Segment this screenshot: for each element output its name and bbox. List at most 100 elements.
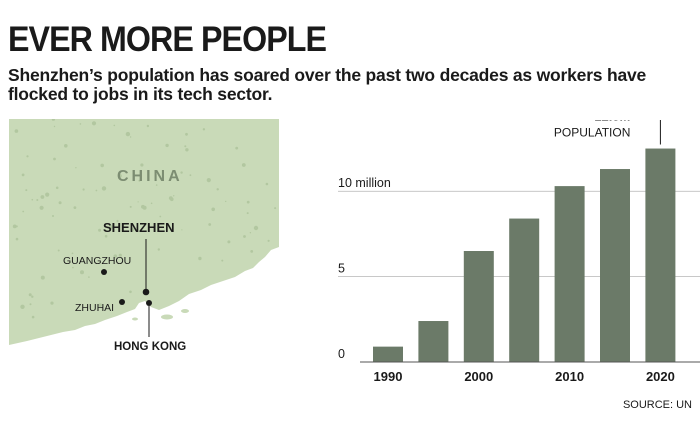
terrain-speck <box>31 295 34 298</box>
terrain-speck <box>138 179 141 182</box>
bar-2000 <box>463 251 494 362</box>
terrain-speck <box>15 237 19 241</box>
terrain-speck <box>25 189 28 192</box>
terrain-speck <box>267 239 270 242</box>
city-label-zhuhai: ZHUHAI <box>75 302 114 314</box>
terrain-speck <box>137 201 139 203</box>
terrain-speck <box>20 304 25 309</box>
terrain-speck <box>79 123 82 125</box>
terrain-speck <box>243 235 246 238</box>
terrain-speck <box>235 146 239 150</box>
bar-1995 <box>418 321 449 362</box>
terrain-speck <box>53 125 56 128</box>
terrain-speck <box>45 192 50 197</box>
terrain-speck <box>100 163 104 168</box>
terrain-speck <box>249 232 252 234</box>
terrain-speck <box>129 290 132 294</box>
terrain-speck <box>185 148 189 152</box>
terrain-speck <box>57 249 60 252</box>
terrain-speck <box>241 163 246 167</box>
terrain-speck <box>130 227 135 232</box>
terrain-speck <box>50 301 54 305</box>
y-tick-label: 5 <box>338 262 345 276</box>
terrain-speck <box>173 195 175 197</box>
terrain-speck <box>21 173 25 177</box>
terrain-speck <box>80 309 82 311</box>
terrain-speck <box>216 188 219 191</box>
terrain-speck <box>104 234 108 238</box>
bar-2015 <box>600 169 630 362</box>
terrain-speck <box>189 174 192 177</box>
chart-title: EVER MORE PEOPLE <box>8 20 327 59</box>
city-label-hong-kong-text: HONG KONG <box>114 341 187 353</box>
terrain-speck <box>221 259 224 262</box>
terrain-speck <box>113 124 116 127</box>
terrain-speck <box>150 202 153 205</box>
terrain-speck <box>180 171 183 174</box>
terrain-speck <box>225 200 227 203</box>
terrain-speck <box>58 201 62 205</box>
x-tick-label: 2010 <box>555 369 584 384</box>
terrain-speck <box>246 212 249 215</box>
terrain-speck <box>31 198 34 201</box>
terrain-speck <box>101 186 107 191</box>
terrain-speck <box>52 215 54 217</box>
bar-1990 <box>373 346 403 362</box>
terrain-speck <box>40 195 45 199</box>
terrain-speck <box>88 276 90 278</box>
y-tick-label: 10 million <box>338 176 391 190</box>
x-tick-label: 2000 <box>464 369 493 384</box>
terrain-speck <box>80 270 84 275</box>
terrain-speck <box>82 188 85 191</box>
terrain-speck <box>40 275 45 280</box>
bar-2010 <box>554 186 585 362</box>
terrain-speck <box>157 248 160 251</box>
city-dot-hong-kong <box>146 300 152 306</box>
y-tick-label: 0 <box>338 347 345 361</box>
terrain-speck <box>227 240 231 244</box>
terrain-speck <box>118 174 122 178</box>
population-bar-chart: 0 5 10 million 1990 2000 2010 2020 12.5M POPUL… <box>338 120 700 384</box>
terrain-speck <box>12 224 17 229</box>
city-label-shenzhen: SHENZHEN <box>103 220 175 235</box>
x-tick-label: 1990 <box>374 369 403 384</box>
terrain-speck <box>26 155 29 158</box>
terrain-speck <box>140 163 144 167</box>
terrain-speck <box>29 294 31 296</box>
terrain-speck <box>165 143 169 148</box>
terrain-speck <box>95 189 98 192</box>
map-land <box>9 119 279 345</box>
x-tick-label: 2020 <box>646 369 675 384</box>
terrain-speck <box>55 186 59 190</box>
terrain-speck <box>246 200 250 204</box>
terrain-speck <box>185 132 188 136</box>
terrain-speck <box>129 136 132 138</box>
terrain-speck <box>22 210 25 213</box>
terrain-speck <box>29 303 32 306</box>
city-label-guangzhou: GUANGZHOU <box>63 255 131 267</box>
city-dot-shenzhen <box>142 288 150 296</box>
terrain-speck <box>181 229 183 231</box>
terrain-speck <box>53 157 56 161</box>
terrain-speck <box>184 145 187 148</box>
source-note: SOURCE: UN <box>622 399 692 411</box>
terrain-speck <box>198 256 202 261</box>
terrain-speck <box>64 144 68 148</box>
terrain-speck <box>71 252 74 255</box>
annotation-value: 12.5M <box>594 120 630 124</box>
terrain-speck <box>211 207 215 212</box>
terrain-speck <box>113 254 118 258</box>
chart-annotation: 12.5M POPULATION <box>554 120 661 145</box>
chart-subtitle: Shenzhen’s population has soared over th… <box>8 65 647 104</box>
terrain-speck <box>140 230 143 232</box>
terrain-speck <box>73 206 77 209</box>
terrain-speck <box>250 250 254 253</box>
terrain-speck <box>15 225 18 228</box>
terrain-speck <box>116 219 119 223</box>
terrain-speck <box>51 119 55 121</box>
terrain-speck <box>208 223 212 226</box>
terrain-speck <box>206 178 211 183</box>
terrain-speck <box>31 315 35 319</box>
terrain-speck <box>265 182 269 186</box>
country-label-china: CHINA <box>117 168 183 185</box>
